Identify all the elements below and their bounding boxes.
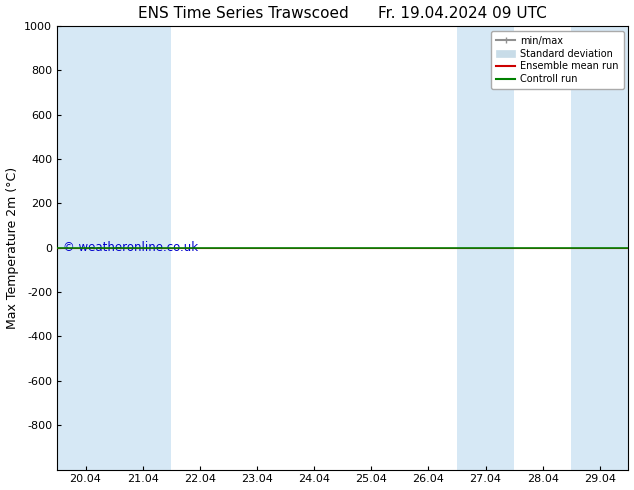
Bar: [57, 26, 171, 469]
Bar: [457, 26, 514, 469]
Title: ENS Time Series Trawscoed      Fr. 19.04.2024 09 UTC: ENS Time Series Trawscoed Fr. 19.04.2024…: [138, 5, 547, 21]
Text: © weatheronline.co.uk: © weatheronline.co.uk: [63, 241, 198, 254]
Y-axis label: Max Temperature 2m (°C): Max Temperature 2m (°C): [6, 167, 18, 329]
Bar: [571, 26, 628, 469]
Legend: min/max, Standard deviation, Ensemble mean run, Controll run: min/max, Standard deviation, Ensemble me…: [491, 31, 624, 89]
